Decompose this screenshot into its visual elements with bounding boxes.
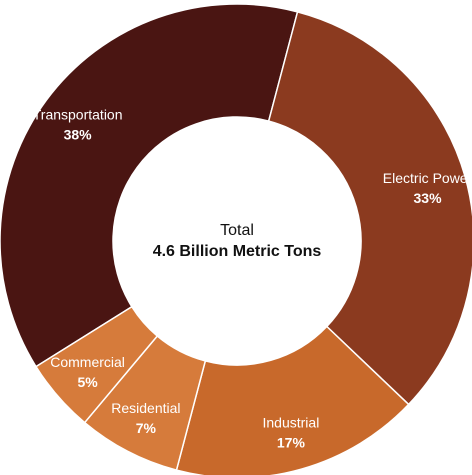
slices-layer	[0, 3, 472, 475]
slice-percent-industrial: 17%	[277, 435, 306, 451]
slice-percent-transportation: 38%	[64, 127, 93, 143]
center-total-value: 4.6 Billion Metric Tons	[153, 243, 322, 260]
slice-label-residential: Residential	[111, 400, 180, 416]
slice-percent-electric-power: 33%	[414, 190, 443, 206]
slice-label-electric-power: Electric Power	[383, 170, 472, 186]
slice-label-transportation: Transportation	[33, 107, 123, 123]
donut-hole	[113, 117, 361, 365]
slice-label-industrial: Industrial	[263, 415, 320, 431]
slice-percent-commercial: 5%	[77, 374, 98, 390]
slice-label-commercial: Commercial	[50, 354, 125, 370]
center-total-label: Total	[220, 222, 254, 239]
slice-percent-residential: 7%	[136, 420, 157, 436]
labels-layer: Transportation 38% Electric Power 33% Indust…	[33, 107, 472, 451]
